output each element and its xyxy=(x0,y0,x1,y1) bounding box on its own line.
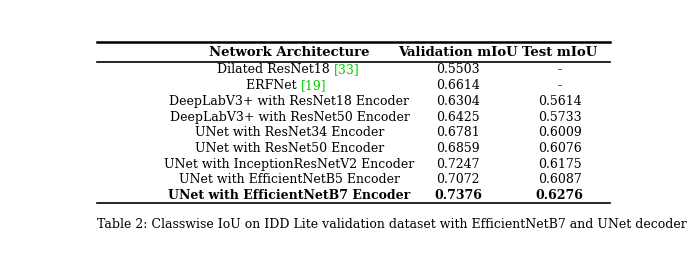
Text: -: - xyxy=(558,64,562,76)
Text: Validation mIoU: Validation mIoU xyxy=(398,46,518,59)
Text: UNet with ResNet50 Encoder: UNet with ResNet50 Encoder xyxy=(195,142,384,155)
Text: Network Architecture: Network Architecture xyxy=(209,46,370,59)
Text: [33]: [33] xyxy=(333,64,359,76)
Text: 0.6304: 0.6304 xyxy=(436,95,480,108)
Text: 0.5614: 0.5614 xyxy=(538,95,582,108)
Text: UNet with EfficientNetB5 Encoder: UNet with EfficientNetB5 Encoder xyxy=(179,173,400,186)
Text: 0.6009: 0.6009 xyxy=(538,126,582,139)
Text: UNet with InceptionResNetV2 Encoder: UNet with InceptionResNetV2 Encoder xyxy=(164,158,415,171)
Text: 0.6425: 0.6425 xyxy=(436,111,480,124)
Text: 0.6076: 0.6076 xyxy=(538,142,582,155)
Text: -: - xyxy=(558,79,562,92)
Text: 0.7247: 0.7247 xyxy=(436,158,480,171)
Text: UNet with EfficientNetB7 Encoder: UNet with EfficientNetB7 Encoder xyxy=(168,189,411,202)
Text: Test mIoU: Test mIoU xyxy=(522,46,597,59)
Text: 0.7072: 0.7072 xyxy=(436,173,480,186)
Text: 0.6859: 0.6859 xyxy=(436,142,480,155)
Text: UNet with ResNet34 Encoder: UNet with ResNet34 Encoder xyxy=(195,126,384,139)
Text: [19]: [19] xyxy=(300,79,326,92)
Text: 0.6276: 0.6276 xyxy=(535,189,584,202)
Text: 0.6175: 0.6175 xyxy=(538,158,581,171)
Text: 0.7376: 0.7376 xyxy=(434,189,482,202)
Text: Table 2: Classwise IoU on IDD Lite validation dataset with EfficientNetB7 and UN: Table 2: Classwise IoU on IDD Lite valid… xyxy=(97,218,687,230)
Text: DeepLabV3+ with ResNet18 Encoder: DeepLabV3+ with ResNet18 Encoder xyxy=(170,95,409,108)
Text: 0.5733: 0.5733 xyxy=(538,111,581,124)
Text: 0.6614: 0.6614 xyxy=(436,79,480,92)
Text: DeepLabV3+ with ResNet50 Encoder: DeepLabV3+ with ResNet50 Encoder xyxy=(170,111,409,124)
Text: 0.6087: 0.6087 xyxy=(538,173,582,186)
Text: ERFNet: ERFNet xyxy=(246,79,300,92)
Text: Dilated ResNet18: Dilated ResNet18 xyxy=(217,64,333,76)
Text: 0.6781: 0.6781 xyxy=(436,126,480,139)
Text: 0.5503: 0.5503 xyxy=(436,64,480,76)
